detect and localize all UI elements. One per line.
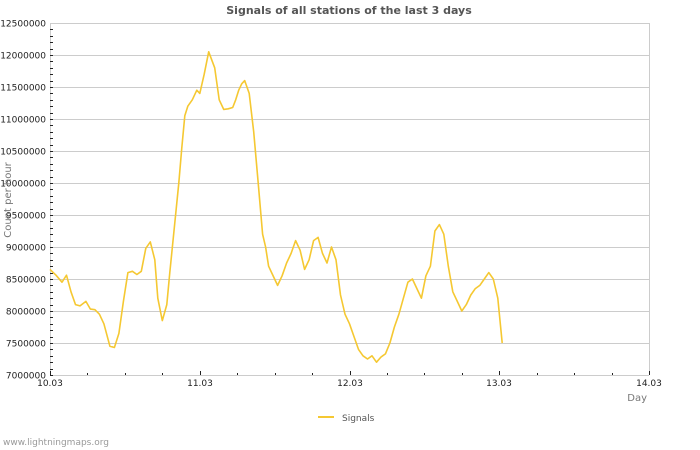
svg-text:11.03: 11.03 — [187, 379, 213, 389]
y-axis: 7000000 7500000 8000000 8500000 9000000 95000… — [0, 20, 53, 382]
svg-text:10.03: 10.03 — [37, 379, 63, 389]
svg-text:8500000: 8500000 — [6, 276, 46, 286]
svg-text:14.03: 14.03 — [636, 379, 662, 389]
svg-text:12.03: 12.03 — [337, 379, 363, 389]
svg-text:7500000: 7500000 — [6, 340, 46, 350]
chart-title: Signals of all stations of the last 3 da… — [226, 4, 472, 17]
x-axis-label: Day — [627, 393, 647, 404]
svg-text:11500000: 11500000 — [0, 84, 46, 94]
gridlines — [50, 23, 650, 376]
signals-line — [49, 50, 503, 364]
x-axis: 10.03 11.03 12.03 13.03 14.03 — [37, 371, 662, 389]
svg-text:9000000: 9000000 — [6, 244, 46, 254]
svg-text:12500000: 12500000 — [0, 20, 46, 30]
svg-text:13.03: 13.03 — [486, 379, 512, 389]
y-axis-label: Count per hour — [3, 161, 14, 237]
svg-text:10000000: 10000000 — [0, 180, 46, 190]
svg-text:8000000: 8000000 — [6, 308, 46, 318]
svg-text:12000000: 12000000 — [0, 52, 46, 62]
footer-credit: www.lightningmaps.org — [3, 438, 109, 448]
svg-text:11000000: 11000000 — [0, 116, 46, 126]
legend-label: Signals — [342, 414, 375, 424]
svg-text:9500000: 9500000 — [6, 212, 46, 222]
svg-text:10500000: 10500000 — [0, 148, 46, 158]
svg-text:7000000: 7000000 — [6, 372, 46, 382]
